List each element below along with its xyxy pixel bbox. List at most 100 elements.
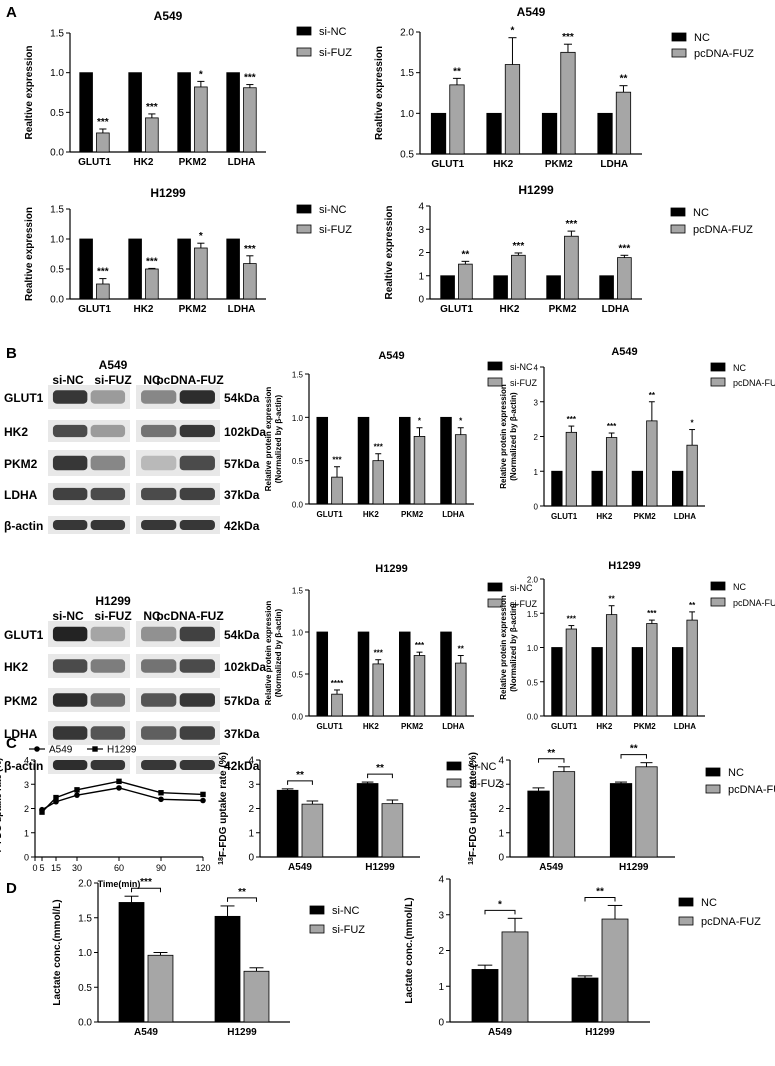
chart-title: A549 xyxy=(378,350,404,362)
legend-swatch xyxy=(309,905,325,915)
x-tick-label: LDHA xyxy=(228,304,256,315)
data-point xyxy=(200,797,206,804)
significance-label: ** xyxy=(620,74,628,85)
protein-label: PKM2 xyxy=(4,694,38,708)
bar xyxy=(605,614,618,717)
significance-label: ** xyxy=(458,645,465,654)
blot-band xyxy=(179,455,215,471)
kda-label: 102kDa xyxy=(224,660,266,674)
significance-bracket xyxy=(538,758,565,763)
bar xyxy=(454,662,467,717)
legend-label: si-FUZ xyxy=(510,599,537,609)
legend-swatch xyxy=(446,761,462,771)
y-tick-label: 2 xyxy=(248,804,254,815)
data-point xyxy=(116,778,122,785)
blot-band xyxy=(90,726,126,740)
y-tick-label: 1 xyxy=(418,271,424,282)
y-axis-label: Relative protein expression xyxy=(499,595,508,700)
bar xyxy=(486,112,502,155)
x-tick-label: HK2 xyxy=(363,722,380,731)
y-axis-label-2: (Normalized by β-actin) xyxy=(509,392,518,481)
legend-label: si-NC xyxy=(332,905,360,917)
bar xyxy=(471,969,499,1023)
blot-band xyxy=(179,659,215,673)
y-tick-label: 3 xyxy=(248,780,254,791)
bar xyxy=(686,444,698,507)
bar xyxy=(601,918,629,1023)
bar xyxy=(118,902,145,1023)
significance-label: * xyxy=(199,69,203,80)
y-tick-label: 0.0 xyxy=(292,713,304,722)
blot-band xyxy=(52,759,88,771)
bar xyxy=(398,631,411,717)
y-tick-label: 2 xyxy=(418,248,424,259)
blot-title: A549 xyxy=(99,358,128,372)
bar xyxy=(177,72,191,153)
blot-band xyxy=(52,726,88,740)
bar xyxy=(458,263,473,300)
bar xyxy=(331,476,343,505)
y-tick-label: 1 xyxy=(248,828,254,839)
y-tick-label: 4 xyxy=(498,756,504,767)
chart-a2: A549 0.5 1.0 1.5 2.0 Realtive expression GLUT1… xyxy=(374,5,754,170)
bar xyxy=(686,619,698,717)
y-tick-label: 4 xyxy=(248,756,254,767)
x-tick-label: H1299 xyxy=(619,862,649,873)
x-tick-label: LDHA xyxy=(442,722,464,731)
x-tick-label: H1299 xyxy=(365,862,395,873)
x-tick-label: HK2 xyxy=(493,159,513,170)
y-tick-label: 1.0 xyxy=(50,235,64,246)
significance-label: *** xyxy=(97,267,109,278)
bar xyxy=(560,51,576,155)
bar xyxy=(430,112,447,155)
y-axis-label: Realtive expression xyxy=(24,46,35,140)
bar xyxy=(381,803,404,858)
legend-label: pcDNA-FUZ xyxy=(733,378,775,388)
blot-band xyxy=(141,424,177,438)
y-tick-label: 2 xyxy=(24,804,29,814)
y-tick-label: 3 xyxy=(498,780,504,791)
significance-label: *** xyxy=(567,615,577,624)
blot-band xyxy=(141,693,177,707)
lane-label: pcDNA-FUZ xyxy=(156,609,223,623)
chart-c2: 0 1 2 3 4 18F-FDG uptake rate (%) A549 H1299 ** *… xyxy=(218,752,503,873)
significance-bracket xyxy=(367,773,393,779)
bar xyxy=(440,631,452,717)
y-tick-label: 1.5 xyxy=(292,371,304,380)
significance-label: * xyxy=(498,899,502,910)
y-tick-label: 1.0 xyxy=(50,68,64,79)
x-tick-label: A549 xyxy=(539,862,563,873)
significance-label: * xyxy=(511,26,515,37)
legend-swatch xyxy=(309,924,325,934)
bar xyxy=(357,631,370,717)
blot-band xyxy=(90,390,126,404)
x-tick-label: HK2 xyxy=(133,304,153,315)
panel-label-d: D xyxy=(6,880,17,897)
bar xyxy=(276,789,299,858)
y-tick-label: 2.0 xyxy=(400,28,414,39)
y-axis-label: 18F-FDG uptake rate (%) xyxy=(0,758,3,859)
chart-b1: A549 0.0 0.5 1.0 1.5 Relative protein express… xyxy=(264,350,537,519)
blot-band xyxy=(141,726,177,740)
bar xyxy=(615,91,632,155)
significance-label: *** xyxy=(415,641,425,650)
bar xyxy=(635,766,658,858)
kda-label: 42kDa xyxy=(224,519,260,533)
legend-swatch xyxy=(487,598,503,608)
legend-swatch xyxy=(296,47,312,57)
bar xyxy=(331,693,343,717)
legend-label: si-FUZ xyxy=(332,924,365,936)
significance-bracket xyxy=(131,887,161,893)
legend-swatch xyxy=(446,778,462,788)
bar xyxy=(398,416,411,505)
chart-a3: H1299 0.0 0.5 1.0 1.5 Realtive expression GLUT… xyxy=(24,186,352,315)
blot-band xyxy=(90,455,126,471)
kda-label: 54kDa xyxy=(224,391,260,405)
chart-title: H1299 xyxy=(608,560,640,572)
legend-swatch xyxy=(671,32,687,42)
legend-swatch xyxy=(670,224,686,234)
significance-label: *** xyxy=(374,649,384,658)
x-tick-label: PKM2 xyxy=(545,159,573,170)
protein-label: PKM2 xyxy=(4,457,38,471)
